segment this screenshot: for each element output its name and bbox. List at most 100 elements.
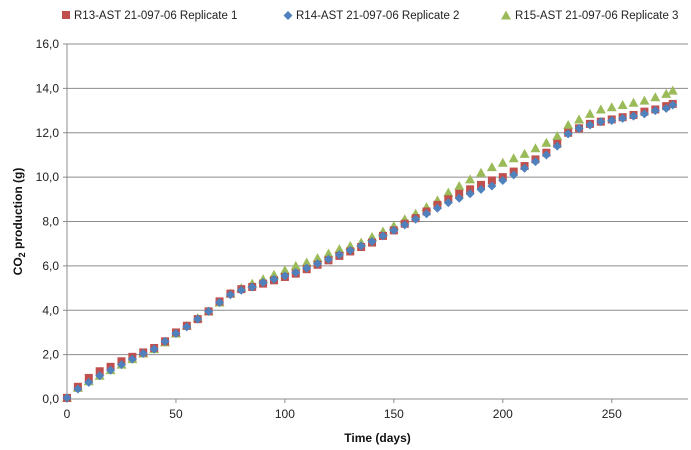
y-tick-label: 2,0 [42, 348, 59, 362]
x-tick-label: 250 [602, 407, 622, 421]
data-point-replicate-2 [356, 241, 366, 251]
y-axis-title-subscript: 2 [17, 252, 27, 257]
data-point-replicate-2 [225, 290, 235, 300]
data-point-replicate-2 [116, 360, 126, 370]
legend-marker-replicate-1 [62, 11, 70, 19]
data-point-replicate-2 [302, 263, 312, 273]
data-point-replicate-2 [552, 141, 562, 151]
data-point-replicate-2 [432, 203, 442, 213]
data-point-replicate-2 [650, 106, 660, 116]
data-point-replicate-2 [106, 365, 116, 375]
data-point-replicate-3 [508, 153, 519, 163]
data-point-replicate-2 [73, 384, 83, 394]
series-replicate-1 [63, 99, 677, 402]
data-point-replicate-2 [443, 198, 453, 208]
data-point-replicate-3 [661, 88, 672, 98]
x-tick-labels: 0 50 100 150 200 250 [64, 407, 622, 421]
data-point-replicate-2 [607, 116, 617, 126]
y-tick-label: 0,0 [42, 392, 59, 406]
data-point-replicate-2 [160, 336, 170, 346]
data-point-replicate-3 [584, 108, 595, 118]
y-tick-labels: 0,0 2,0 4,0 6,0 8,0 10,0 12,0 14,0 16,0 [36, 37, 60, 406]
data-point-replicate-3 [279, 265, 290, 275]
y-tick-label: 14,0 [36, 81, 60, 95]
data-point-replicate-2 [629, 111, 639, 121]
data-point-replicate-2 [498, 175, 508, 185]
y-tick-label: 8,0 [42, 215, 59, 229]
data-point-replicate-3 [530, 143, 541, 153]
data-point-replicate-2 [661, 103, 671, 113]
data-point-replicate-2 [62, 393, 72, 403]
data-point-replicate-3 [301, 257, 312, 267]
data-point-replicate-2 [323, 254, 333, 264]
data-point-replicate-3 [541, 137, 552, 147]
data-point-replicate-3 [606, 102, 617, 112]
data-point-replicate-2 [541, 150, 551, 160]
data-point-replicate-2 [291, 268, 301, 278]
y-axis-title: CO2 production (g) [11, 168, 27, 276]
data-point-replicate-2 [84, 377, 94, 387]
data-point-replicate-2 [378, 231, 388, 241]
x-tick-label: 0 [64, 407, 71, 421]
data-point-replicate-2 [182, 322, 192, 332]
data-point-replicate-2 [345, 245, 355, 255]
data-point-replicate-3 [595, 104, 606, 114]
y-axis-title-rest: production (g) [11, 168, 25, 253]
data-point-replicate-2 [639, 109, 649, 119]
data-point-replicate-2 [454, 193, 464, 203]
data-point-replicate-3 [650, 92, 661, 102]
y-tick-label: 12,0 [36, 126, 60, 140]
data-point-replicate-2 [193, 314, 203, 324]
x-tick-label: 150 [384, 407, 404, 421]
data-point-replicate-3 [667, 85, 678, 95]
data-point-replicate-2 [530, 157, 540, 167]
data-point-replicate-2 [563, 129, 573, 139]
legend-label-replicate-1: R13-AST 21-097-06 Replicate 1 [74, 10, 237, 22]
data-point-replicate-3 [486, 162, 497, 172]
data-point-replicate-3 [323, 248, 334, 258]
x-tick-label: 200 [493, 407, 513, 421]
data-point-replicate-2 [236, 285, 246, 295]
data-point-replicate-2 [215, 297, 225, 307]
series-replicate-2 [62, 100, 678, 403]
data-point-replicate-2 [389, 225, 399, 235]
data-points [62, 85, 678, 403]
x-tick-label: 100 [275, 407, 295, 421]
y-tick-label: 4,0 [42, 303, 59, 317]
data-point-replicate-2 [247, 282, 257, 292]
data-point-replicate-2 [585, 120, 595, 130]
data-point-replicate-2 [618, 113, 628, 123]
data-point-replicate-2 [95, 371, 105, 381]
data-point-replicate-2 [280, 271, 290, 281]
y-tick-label: 10,0 [36, 170, 60, 184]
data-point-replicate-2 [258, 278, 268, 288]
data-point-replicate-1 [487, 176, 496, 185]
data-point-replicate-2 [596, 117, 606, 127]
data-point-replicate-3 [334, 244, 345, 254]
legend: R13-AST 21-097-06 Replicate 1 R14-AST 21… [62, 10, 678, 22]
data-point-replicate-2 [465, 189, 475, 199]
x-axis-title: Time (days) [344, 431, 410, 445]
data-point-replicate-2 [313, 259, 323, 269]
data-point-replicate-3 [476, 167, 486, 177]
data-point-replicate-2 [334, 250, 344, 260]
data-point-replicate-3 [454, 181, 465, 190]
legend-marker-replicate-3 [501, 10, 511, 20]
data-point-replicate-3 [465, 174, 476, 184]
data-point-replicate-2 [411, 214, 421, 224]
data-point-replicate-2 [171, 329, 181, 339]
data-point-replicate-3 [628, 97, 639, 107]
data-point-replicate-2 [367, 236, 377, 246]
data-point-replicate-3 [639, 95, 650, 105]
data-point-replicate-3 [497, 157, 508, 167]
data-point-replicate-3 [519, 148, 530, 158]
y-tick-label: 16,0 [36, 37, 60, 51]
data-point-replicate-2 [138, 349, 148, 359]
data-point-replicate-2 [520, 163, 530, 173]
data-point-replicate-2 [509, 170, 519, 180]
legend-label-replicate-2: R14-AST 21-097-06 Replicate 2 [296, 10, 459, 22]
data-point-replicate-2 [127, 354, 137, 364]
x-tick-label: 50 [169, 407, 183, 421]
data-point-replicate-2 [668, 100, 678, 110]
data-point-replicate-3 [574, 114, 585, 124]
